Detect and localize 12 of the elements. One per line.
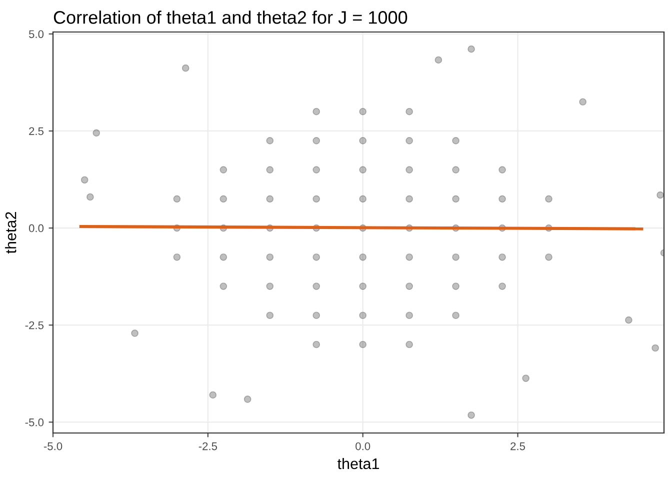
y-tick-label: -5.0 [25,418,44,426]
x-tick-label: 0.0 [356,442,370,450]
x-tick-label: -2.5 [198,442,218,450]
x-axis-title: theta1 [337,458,379,470]
y-tick-label: 0.0 [28,224,44,232]
chart-title: Correlation of theta1 and theta2 for J = 1000 [54,10,408,24]
y-tick-label: 5.0 [28,30,44,38]
x-tick-label: 2.5 [510,442,526,450]
x-tick-label: -5.0 [44,442,62,450]
y-axis-title: theta2 [5,212,16,254]
y-tick-label: 2.5 [29,127,44,136]
y-tick-label: -2.5 [25,321,44,330]
